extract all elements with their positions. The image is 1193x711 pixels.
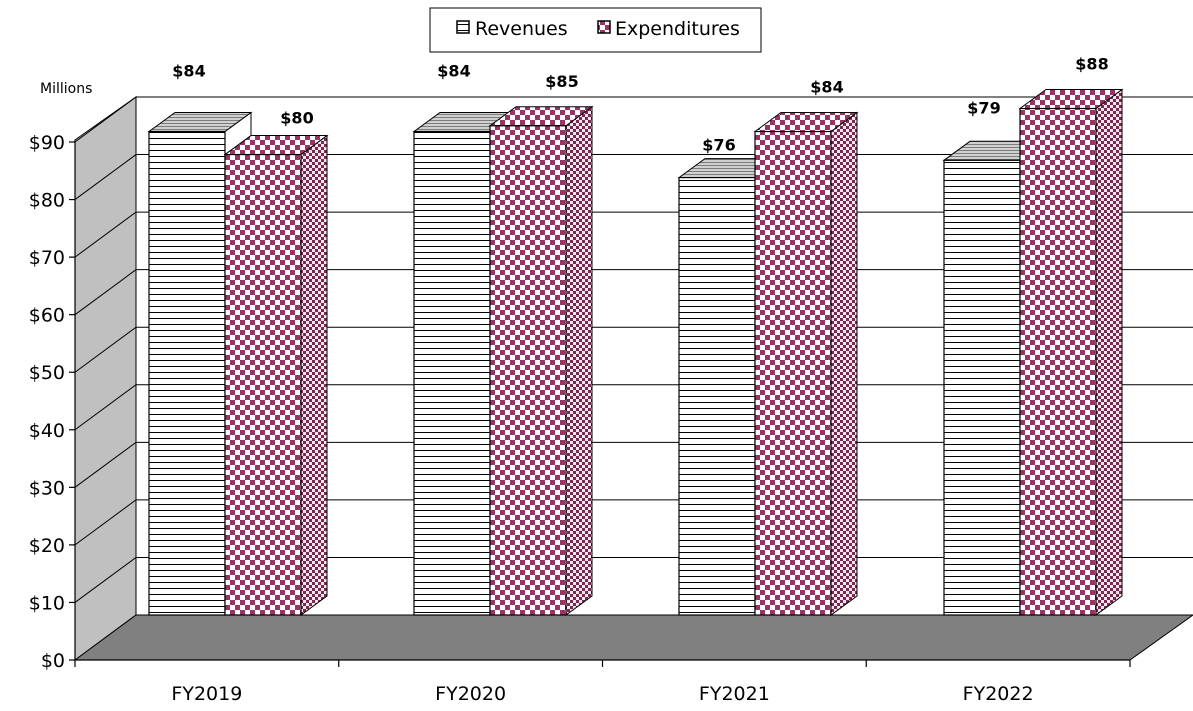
bar-expenditures-FY2022: [1018, 88, 1124, 616]
bar-front-face: [489, 125, 567, 616]
y-tick-label: $40: [29, 420, 65, 442]
bar-front-face: [148, 130, 226, 616]
plot-floor: [73, 614, 1193, 661]
y-tick-label: $50: [29, 362, 65, 384]
y-tick-label: $70: [29, 247, 65, 269]
bar-front-face: [754, 130, 832, 616]
x-axis: FY2019 FY2020 FY2021 FY2022: [74, 659, 1131, 705]
legend-swatch-expenditures: [597, 20, 611, 34]
legend-swatch-revenues: [456, 20, 470, 34]
x-category-label: FY2019: [171, 683, 242, 705]
y-tick-label: $20: [29, 535, 65, 557]
legend: Revenues Expenditures: [429, 7, 762, 53]
legend-item-expenditures: Expenditures: [597, 18, 740, 40]
bar-side-face: [1095, 88, 1123, 616]
x-category-label: FY2021: [699, 683, 770, 705]
plot-side-wall: [74, 96, 137, 661]
y-tick-label: $80: [29, 190, 65, 212]
y-tick-label: $10: [29, 592, 65, 614]
data-label-revenues: $84: [437, 62, 470, 81]
bar-front-face: [224, 153, 302, 616]
y-unit-label: Millions: [40, 81, 92, 97]
data-label-expenditures: $80: [280, 109, 313, 128]
bar-front-face: [678, 176, 756, 616]
y-tick-label: $90: [29, 132, 65, 154]
data-label-expenditures: $84: [810, 78, 843, 97]
y-tick-label: $30: [29, 477, 65, 499]
gridline: [74, 96, 1193, 143]
bar-side-face: [565, 105, 593, 616]
y-tick-label: $60: [29, 305, 65, 327]
bar-side-face: [300, 134, 328, 616]
data-label-expenditures: $88: [1075, 55, 1108, 74]
bar-front-face: [1019, 107, 1097, 616]
legend-label-revenues: Revenues: [475, 18, 568, 40]
bar-expenditures-FY2019: [223, 134, 329, 616]
bars: [147, 88, 1124, 616]
data-label-revenues: $79: [967, 98, 1000, 117]
legend-label-expenditures: Expenditures: [615, 18, 740, 40]
bar-expenditures-FY2021: [753, 111, 859, 616]
bar-side-face: [830, 111, 858, 616]
x-category-label: FY2020: [435, 683, 506, 705]
data-labels: $84 $80 $84 $85 $76 $84 $79 $88: [172, 55, 1108, 155]
bar-front-face: [943, 159, 1021, 616]
bar-expenditures-FY2020: [488, 105, 594, 616]
bar-front-face: [413, 130, 491, 616]
y-axis: $0 $10 $20 $30 $40 $50 $60 $70 $80 $90: [29, 132, 76, 672]
data-label-revenues: $84: [172, 62, 205, 81]
x-category-label: FY2022: [963, 683, 1034, 705]
legend-item-revenues: Revenues: [456, 18, 568, 40]
data-label-revenues: $76: [702, 136, 735, 155]
data-label-expenditures: $85: [545, 72, 578, 91]
y-tick-label: $0: [41, 650, 65, 672]
